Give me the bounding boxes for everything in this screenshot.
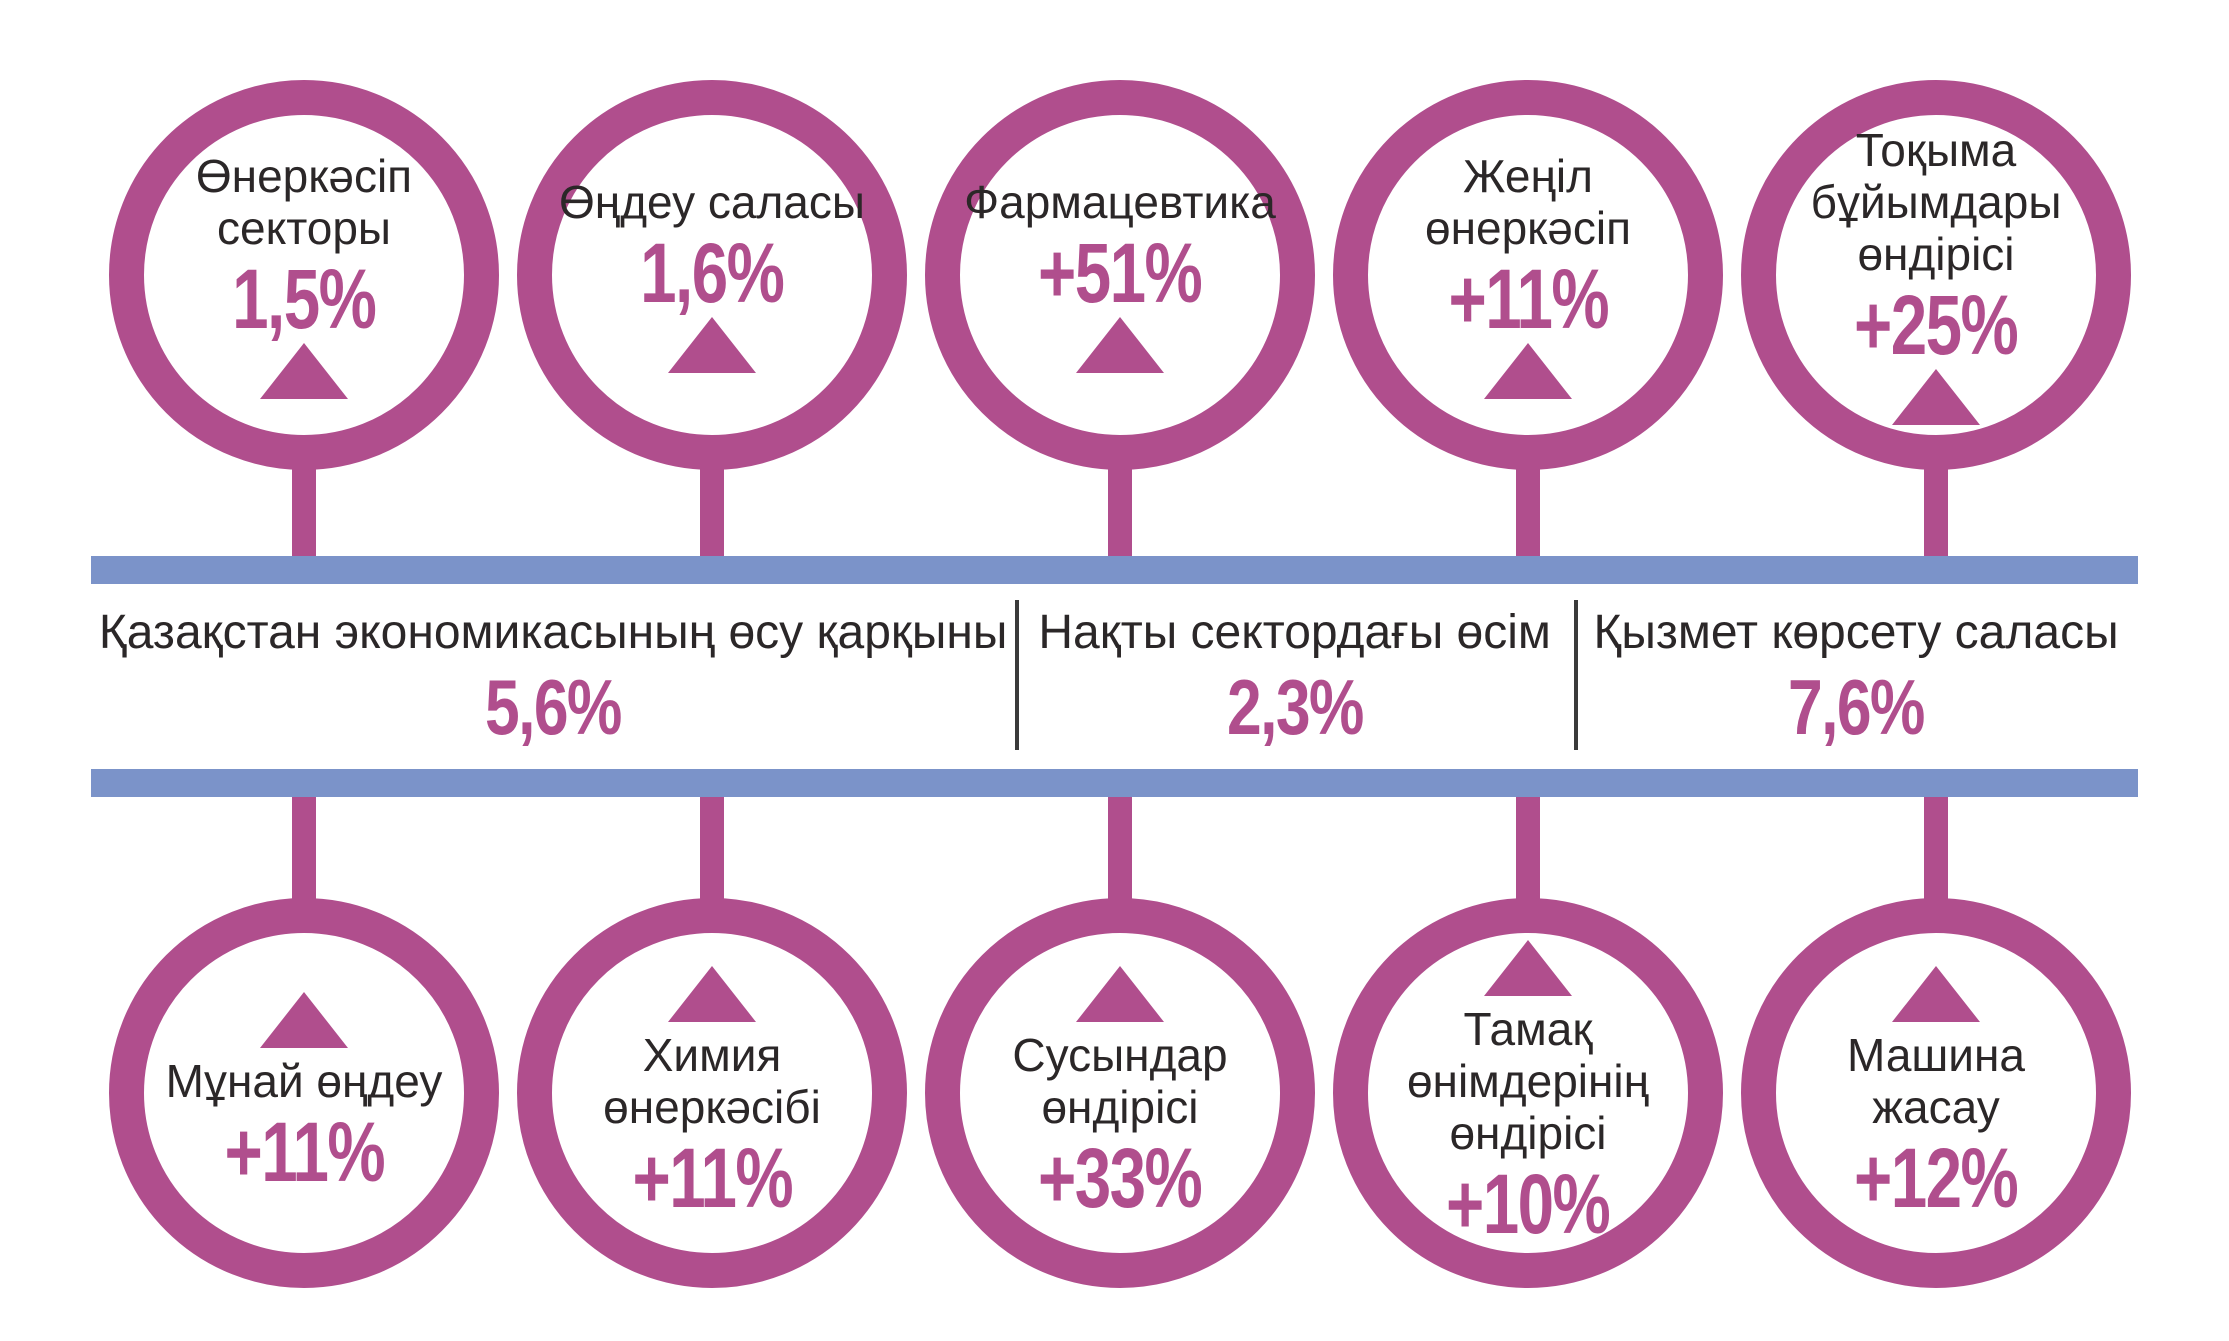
connector-stem [1108, 792, 1132, 902]
sector-label: Өнеркәсіп секторы [195, 150, 413, 254]
up-arrow-icon [1076, 316, 1164, 373]
connector-stem [292, 462, 316, 560]
connector-stem [1108, 462, 1132, 560]
sector-node-chemical: Химия өнеркәсібі +11% [517, 898, 907, 1288]
sector-node-manufacturing: Өңдеу саласы 1,6% [517, 80, 907, 470]
sector-node-industry: Өнеркәсіп секторы 1,5% [109, 80, 499, 470]
summary-value: 7,6% [1788, 662, 1925, 751]
up-arrow-icon [668, 316, 756, 373]
sector-value: +25% [1854, 277, 2019, 372]
connector-stem [1516, 462, 1540, 560]
section-divider [1574, 600, 1578, 750]
sector-label: Жеңіл өнеркәсіп [1425, 150, 1631, 254]
summary-value: 5,6% [485, 662, 622, 751]
connector-stem [292, 792, 316, 902]
sector-node-pharma: Фармацевтика +51% [925, 80, 1315, 470]
sector-value: +51% [1038, 225, 1203, 320]
sector-node-textile: Тоқыма бұйымдары өндірісі +25% [1741, 80, 2131, 470]
sector-value: 1,5% [232, 251, 377, 346]
summary-label: Қазақстан экономикасының өсу қарқыны [98, 606, 1008, 660]
sector-label: Тамақ өнімдерінің өндірісі [1406, 1003, 1650, 1159]
connector-stem [700, 792, 724, 902]
summary-label: Қызмет көрсету саласы [1593, 606, 2119, 660]
summary-value: 2,3% [1226, 662, 1364, 751]
section-divider [1015, 600, 1019, 750]
up-arrow-icon [1484, 940, 1572, 997]
sector-label: Сусындар өндірісі [1012, 1029, 1228, 1133]
sector-label: Химия өнеркәсібі [603, 1029, 821, 1133]
up-arrow-icon [1892, 966, 1980, 1023]
connector-stem [1516, 792, 1540, 902]
up-arrow-icon [1076, 966, 1164, 1023]
summary-section-real-sector: Нақты сектордағы өсім 2,3% [1015, 584, 1574, 769]
summary-label: Нақты сектордағы өсім [1038, 606, 1551, 660]
sector-label: Өңдеу саласы [559, 176, 865, 229]
summary-section-services: Қызмет көрсету саласы 7,6% [1574, 584, 2138, 769]
connector-stem [1924, 792, 1948, 902]
sector-value: 1,6% [640, 225, 785, 320]
sector-value: +10% [1446, 1156, 1611, 1251]
sector-node-machinery: Машина жасау +12% [1741, 898, 2131, 1288]
sector-value: +33% [1038, 1130, 1203, 1225]
sector-value: +12% [1854, 1130, 2019, 1225]
band-bottom-bar [91, 769, 2138, 797]
sector-label: Тоқыма бұйымдары өндірісі [1810, 124, 2062, 280]
summary-section-economy: Қазақстан экономикасының өсу қарқыны 5,6… [91, 584, 1015, 769]
up-arrow-icon [668, 966, 756, 1023]
sector-node-oil-refining: Мұнай өңдеу +11% [109, 898, 499, 1288]
sector-node-food: Тамақ өнімдерінің өндірісі +10% [1333, 898, 1723, 1288]
sector-value: +11% [1448, 251, 1609, 346]
sector-node-beverages: Сусындар өндірісі +33% [925, 898, 1315, 1288]
band-top-bar [91, 556, 2138, 584]
sector-value: +11% [632, 1130, 793, 1225]
up-arrow-icon [260, 342, 348, 399]
sector-node-light-industry: Жеңіл өнеркәсіп +11% [1333, 80, 1723, 470]
up-arrow-icon [1484, 342, 1572, 399]
up-arrow-icon [260, 992, 348, 1049]
summary-band: Қазақстан экономикасының өсу қарқыны 5,6… [91, 584, 2138, 769]
sector-value: +11% [224, 1104, 385, 1199]
sector-label: Машина жасау [1846, 1029, 2025, 1133]
connector-stem [1924, 462, 1948, 560]
sector-label: Фармацевтика [964, 176, 1276, 229]
up-arrow-icon [1892, 368, 1980, 425]
sector-label: Мұнай өңдеу [165, 1055, 443, 1108]
connector-stem [700, 462, 724, 560]
